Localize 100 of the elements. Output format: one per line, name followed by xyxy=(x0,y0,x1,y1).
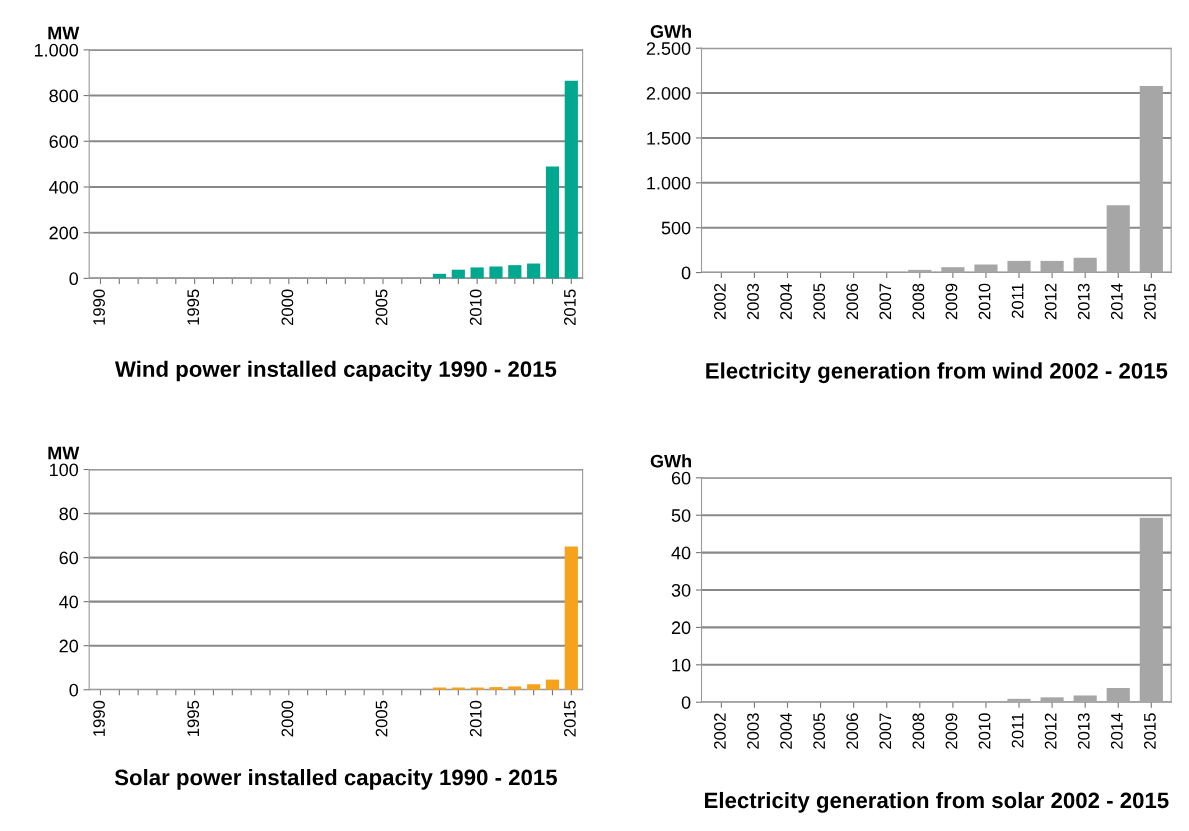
x-tick-label: 2002 xyxy=(714,713,726,749)
y-axis-title: GWh xyxy=(650,454,691,468)
y-tick-label: 600 xyxy=(49,135,79,148)
bar xyxy=(974,264,998,273)
y-tick-label: 400 xyxy=(49,180,79,194)
y-tick-label: 800 xyxy=(49,89,79,103)
bar xyxy=(1106,205,1130,273)
bar xyxy=(451,269,465,279)
y-tick-label: 0 xyxy=(69,272,79,286)
x-tick-label: 2014 xyxy=(1110,713,1123,749)
y-tick-label: 1.000 xyxy=(647,176,691,190)
x-tick-label: 2000 xyxy=(281,700,294,737)
x-tick-label: 2005 xyxy=(813,283,826,320)
bar xyxy=(908,269,932,273)
x-tick-label: 2013 xyxy=(1077,713,1090,749)
x-tick-label: 1990 xyxy=(93,700,105,736)
y-tick-label: 1.500 xyxy=(647,131,691,145)
bar xyxy=(1139,85,1163,273)
y-tick-label: 0 xyxy=(681,266,691,280)
y-axis-title: MW xyxy=(48,26,80,40)
x-tick-label: 2004 xyxy=(780,283,792,320)
x-tick-label: 2015 xyxy=(563,700,576,737)
x-tick-label: 2005 xyxy=(813,713,826,749)
x-tick-label: 2002 xyxy=(714,283,726,320)
bar xyxy=(489,687,503,690)
x-tick-label: 2009 xyxy=(945,283,958,320)
x-tick-label: 2009 xyxy=(945,713,958,749)
bar xyxy=(451,687,465,690)
x-tick-label: 2007 xyxy=(879,283,892,320)
x-tick-label: 2010 xyxy=(978,283,991,320)
x-tick-label: 2015 xyxy=(1143,283,1156,320)
y-tick-label: 500 xyxy=(661,221,691,235)
x-tick-label: 2015 xyxy=(563,289,576,326)
bar xyxy=(1040,697,1064,703)
x-tick-label: 2010 xyxy=(469,289,482,326)
bar xyxy=(545,166,560,279)
bar xyxy=(489,266,503,279)
x-tick-label: 2003 xyxy=(747,713,759,749)
bar xyxy=(508,265,522,279)
y-tick-label: 60 xyxy=(59,551,79,565)
y-tick-label: 80 xyxy=(59,507,79,521)
x-tick-label: 2013 xyxy=(1077,283,1090,320)
x-tick-label: 2012 xyxy=(1044,283,1057,320)
x-tick-label: 2000 xyxy=(281,289,294,326)
y-tick-label: 20 xyxy=(671,621,691,635)
bar xyxy=(1040,260,1064,273)
y-axis-title: MW xyxy=(48,446,80,460)
bar xyxy=(527,684,541,690)
y-tick-label: 40 xyxy=(671,546,691,560)
x-tick-label: 2014 xyxy=(1110,283,1123,320)
x-tick-label: 2005 xyxy=(375,700,388,737)
x-tick-label: 2010 xyxy=(469,700,482,737)
bar xyxy=(1106,687,1130,703)
x-tick-label: 2011 xyxy=(1011,283,1024,318)
x-tick-label: 2011 xyxy=(1011,713,1024,748)
bar xyxy=(432,687,447,690)
x-tick-label: 2006 xyxy=(846,283,859,320)
text: Solar power installed capacity 1990 - 2015 xyxy=(114,769,557,790)
bar xyxy=(1139,517,1163,703)
x-tick-label: 1990 xyxy=(93,289,105,325)
bar xyxy=(1073,695,1097,703)
text: Electricity generation from wind 2002 - 2015 xyxy=(706,362,1168,384)
y-tick-label: 20 xyxy=(59,639,79,653)
bar xyxy=(545,679,560,690)
x-tick-label: 2006 xyxy=(846,713,859,749)
text: Electricity generation from solar 2002 - 2015 xyxy=(705,791,1169,813)
x-tick-label: 2010 xyxy=(978,713,991,749)
bar xyxy=(564,80,578,279)
bar xyxy=(941,267,965,273)
text: Wind power installed capacity 1990 - 2015 xyxy=(114,360,557,382)
y-tick-label: 100 xyxy=(50,463,79,477)
y-axis-title: GWh xyxy=(650,24,691,38)
x-tick-label: 1995 xyxy=(187,289,200,325)
bar xyxy=(1007,698,1031,703)
bar xyxy=(470,687,484,690)
x-tick-label: 2008 xyxy=(912,283,925,320)
x-tick-label: 2015 xyxy=(1143,713,1156,749)
y-tick-label: 10 xyxy=(672,658,691,672)
bar xyxy=(1007,260,1031,273)
y-tick-label: 40 xyxy=(59,595,79,609)
y-tick-label: 0 xyxy=(69,683,79,697)
x-tick-label: 2004 xyxy=(780,713,792,749)
bar xyxy=(527,263,541,279)
x-tick-label: 2003 xyxy=(747,283,759,320)
y-tick-label: 30 xyxy=(671,583,691,597)
x-tick-label: 2007 xyxy=(879,713,892,749)
bar xyxy=(508,686,522,690)
bar xyxy=(1073,257,1097,273)
x-tick-label: 1995 xyxy=(187,700,200,736)
x-tick-label: 2012 xyxy=(1044,713,1057,749)
y-tick-label: 200 xyxy=(49,226,79,240)
y-tick-label: 2.000 xyxy=(646,87,691,100)
y-tick-label: 1.000 xyxy=(34,43,79,57)
bar xyxy=(564,546,578,690)
y-tick-label: 2.500 xyxy=(646,42,691,55)
y-tick-label: 50 xyxy=(671,509,691,522)
x-tick-label: 2005 xyxy=(375,289,388,326)
x-tick-label: 2008 xyxy=(912,713,925,749)
bar xyxy=(470,267,484,279)
y-tick-label: 0 xyxy=(681,696,691,709)
